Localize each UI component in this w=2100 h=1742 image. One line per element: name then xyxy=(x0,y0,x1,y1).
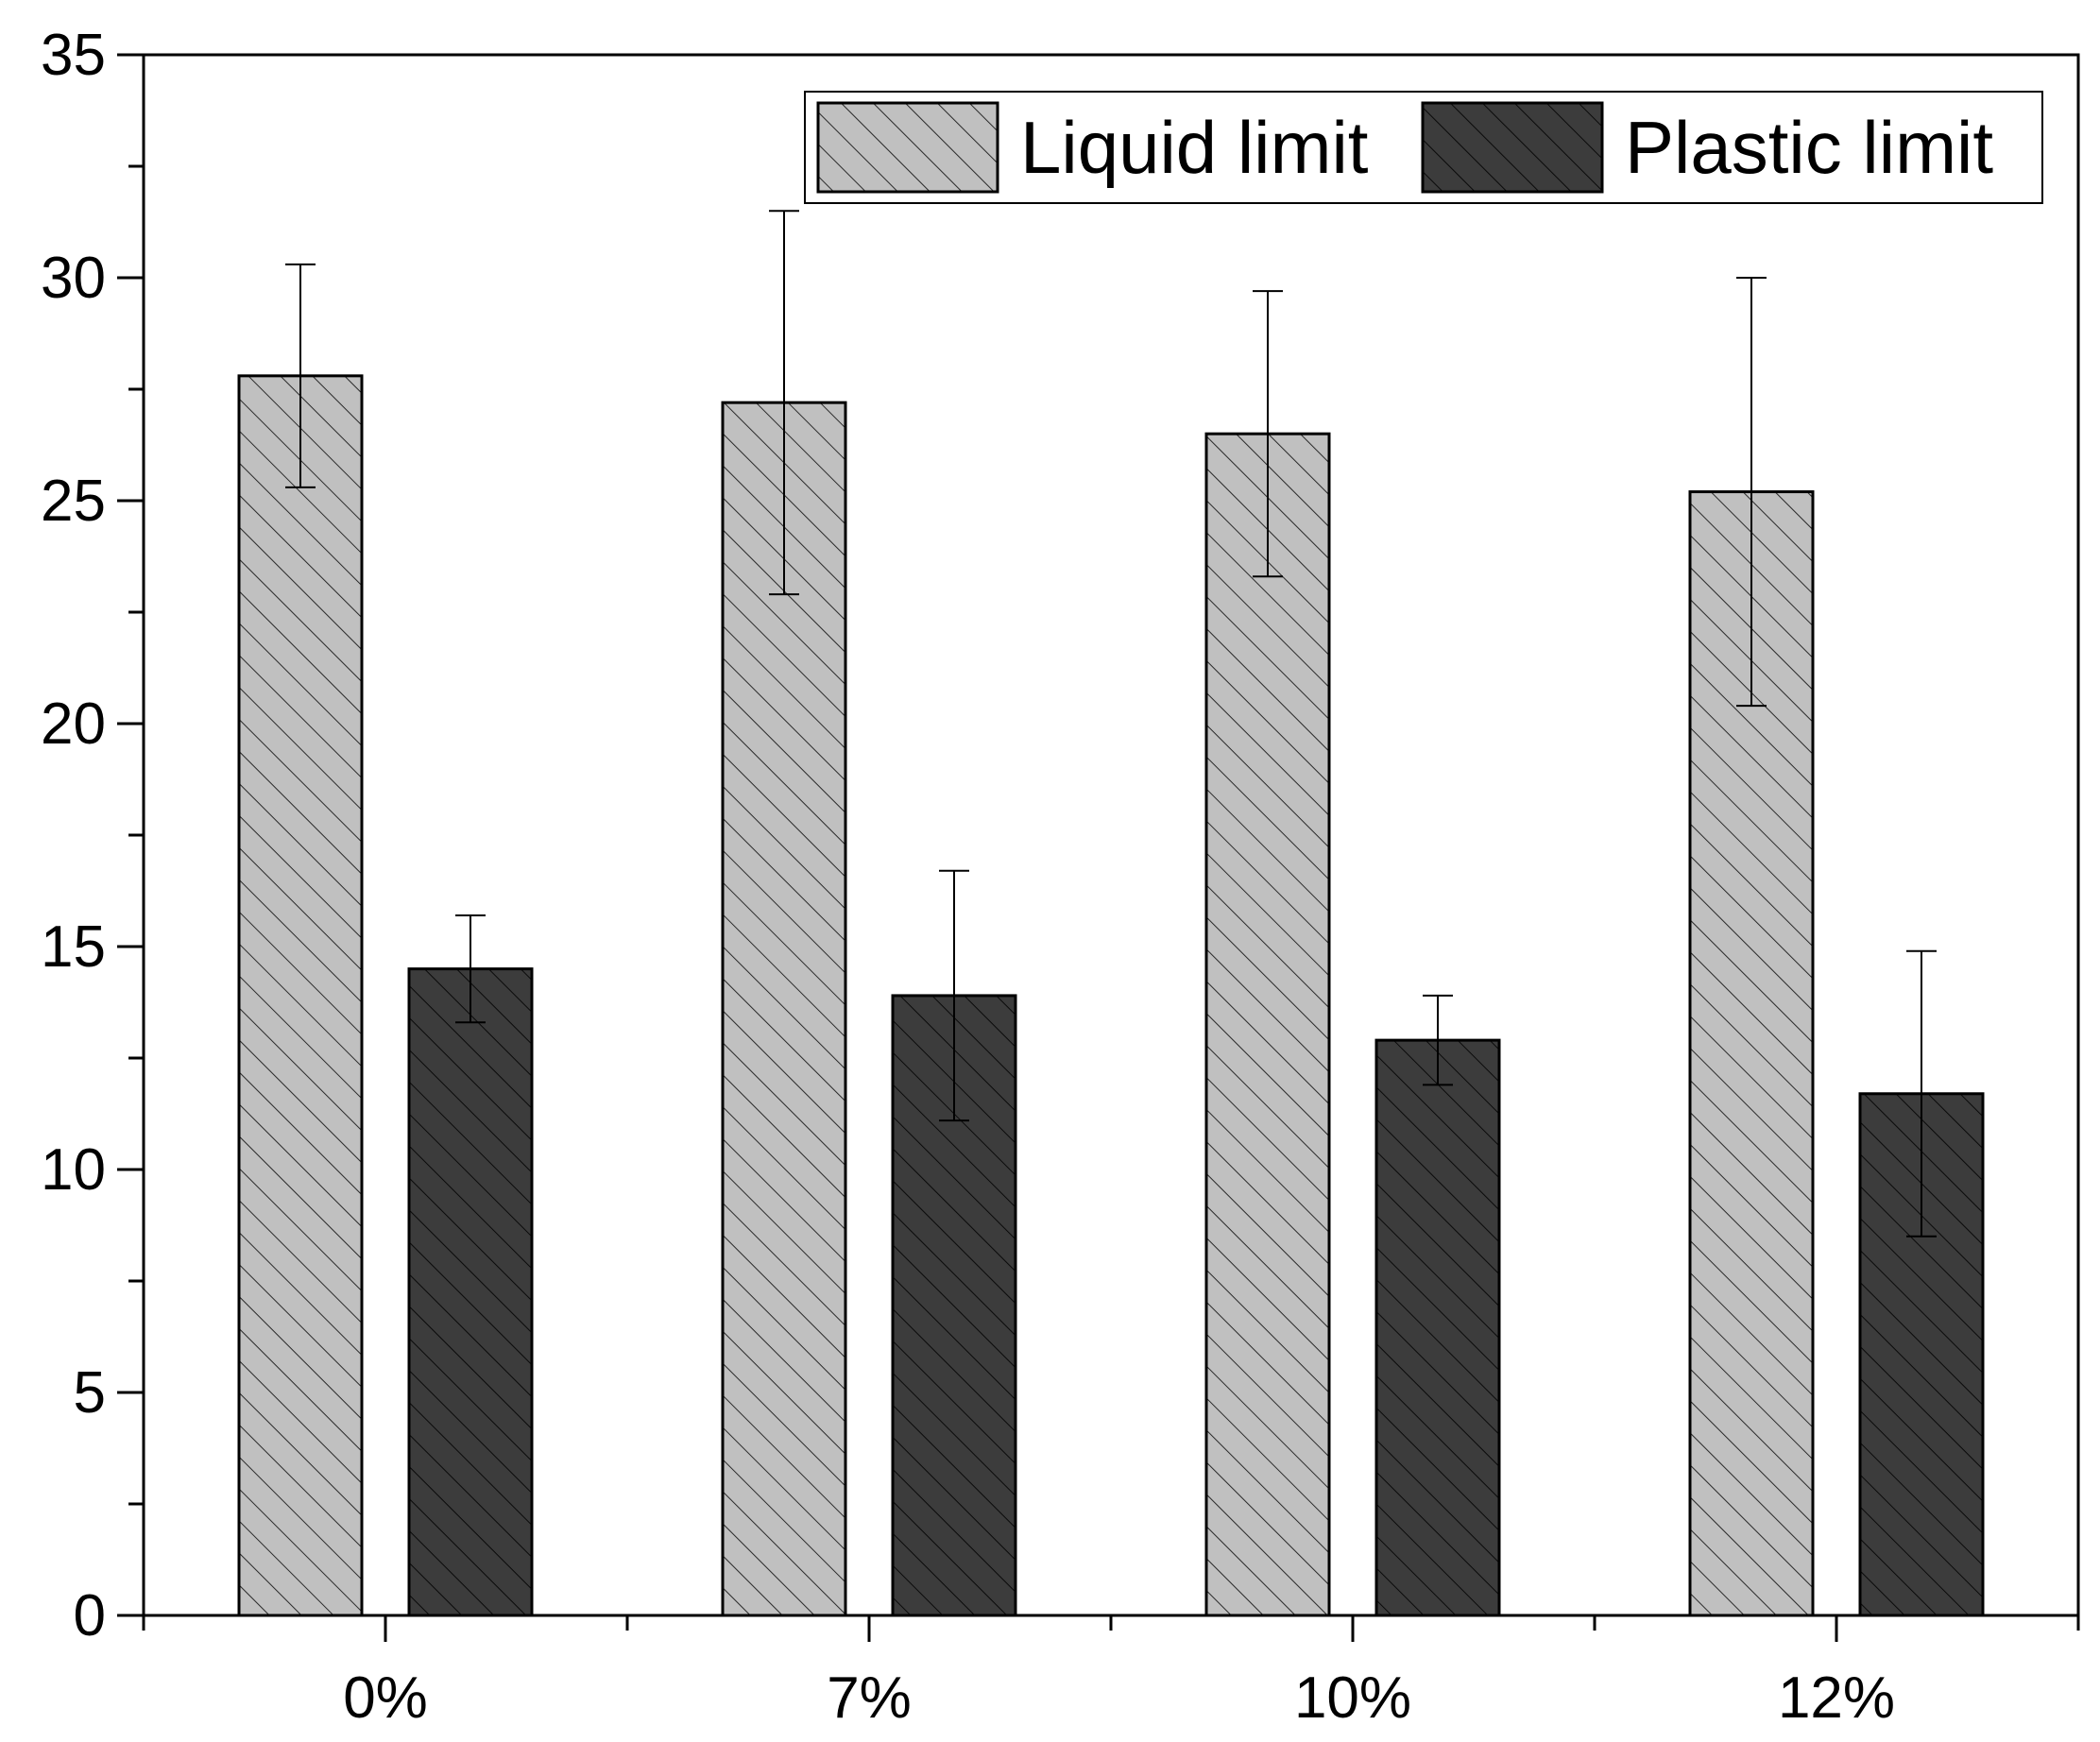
bar-plastic-limit xyxy=(1374,1038,1501,1617)
y-tick-label: 5 xyxy=(74,1360,106,1426)
bar-liquid-limit xyxy=(1204,432,1331,1617)
y-tick-label: 20 xyxy=(41,692,106,757)
bar-liquid-limit xyxy=(721,401,847,1617)
bar-liquid-limit xyxy=(237,374,364,1617)
y-tick-label: 0 xyxy=(74,1583,106,1648)
y-tick-label: 15 xyxy=(41,914,106,980)
x-tick-label: 12% xyxy=(1778,1665,1895,1731)
x-tick-label: 10% xyxy=(1294,1665,1411,1731)
legend-label-liquid-limit: Liquid limit xyxy=(1020,106,1369,189)
y-tick-label: 30 xyxy=(41,246,106,311)
x-tick-label: 0% xyxy=(343,1665,428,1731)
y-tick-label: 35 xyxy=(41,23,106,88)
y-tick-label: 10 xyxy=(41,1137,106,1203)
legend-swatch-liquid-limit xyxy=(816,101,999,194)
x-tick-label: 7% xyxy=(827,1665,912,1731)
legend-swatch-plastic-limit xyxy=(1421,101,1604,194)
bar-plastic-limit xyxy=(407,967,534,1617)
y-tick-label: 25 xyxy=(41,469,106,534)
legend: Liquid limit Plastic limit xyxy=(804,91,2043,204)
legend-label-plastic-limit: Plastic limit xyxy=(1625,106,1993,189)
